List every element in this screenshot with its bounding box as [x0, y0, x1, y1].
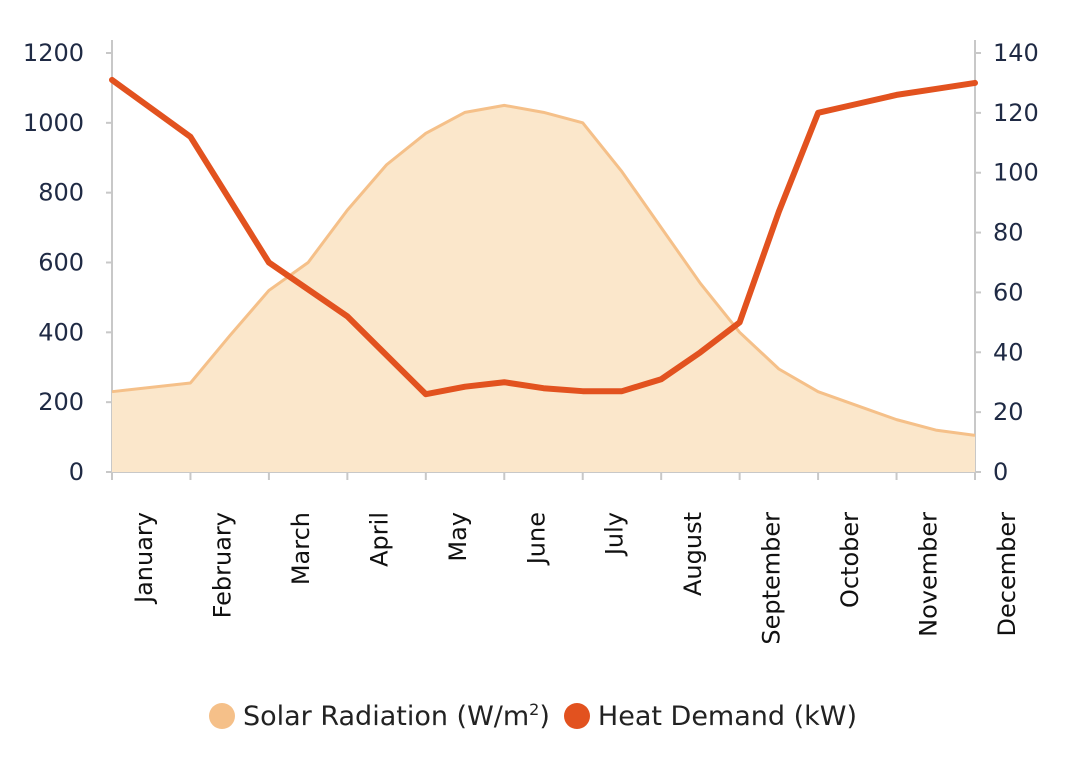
legend: Solar Radiation (W/m2) Heat Demand (kW) — [0, 688, 1066, 744]
x-tick-label: August — [679, 512, 707, 596]
legend-item-solar: Solar Radiation (W/m2) — [209, 700, 550, 732]
legend-label-heat: Heat Demand (kW) — [598, 701, 857, 732]
y-left-tick-label: 800 — [38, 179, 84, 207]
x-tick-label: February — [208, 512, 236, 618]
x-tick-label: November — [915, 512, 943, 637]
y-right-tick-label: 140 — [993, 39, 1039, 67]
x-tick-label: April — [365, 512, 393, 567]
y-right-tick-label: 40 — [993, 338, 1024, 366]
y-left-tick-label: 400 — [38, 318, 84, 346]
x-tick-label: January — [130, 512, 158, 605]
x-tick-label: May — [444, 512, 472, 562]
legend-item-heat: Heat Demand (kW) — [564, 701, 857, 732]
y-right-tick-label: 60 — [993, 278, 1024, 306]
y-right-tick-label: 80 — [993, 219, 1024, 247]
legend-swatch-heat — [564, 703, 590, 729]
x-tick-label: December — [993, 512, 1021, 637]
series-layer — [112, 80, 975, 472]
x-tick-label: June — [522, 512, 550, 566]
legend-swatch-solar — [209, 703, 235, 729]
solar-radiation-area — [112, 105, 975, 472]
x-tick-label: March — [287, 512, 315, 585]
y-right-tick-label: 0 — [993, 458, 1008, 486]
x-tick-label: October — [836, 512, 864, 608]
y-left-tick-label: 1200 — [23, 39, 84, 67]
y-left-tick-label: 200 — [38, 388, 84, 416]
x-tick-label: July — [601, 512, 629, 557]
chart: 0 200 400 600 800 1000 1200 0 20 40 60 80 100 120 140 J… — [0, 0, 1066, 690]
y-right-tick-label: 100 — [993, 159, 1039, 187]
legend-label-solar: Solar Radiation (W/m2) — [243, 700, 550, 732]
y-right-tick-label: 20 — [993, 398, 1024, 426]
y-left-tick-label: 1000 — [23, 109, 84, 137]
y-left-tick-label: 600 — [38, 249, 84, 277]
x-tick-label: September — [758, 512, 786, 645]
y-left-tick-label: 0 — [69, 458, 84, 486]
y-right-tick-label: 120 — [993, 99, 1039, 127]
